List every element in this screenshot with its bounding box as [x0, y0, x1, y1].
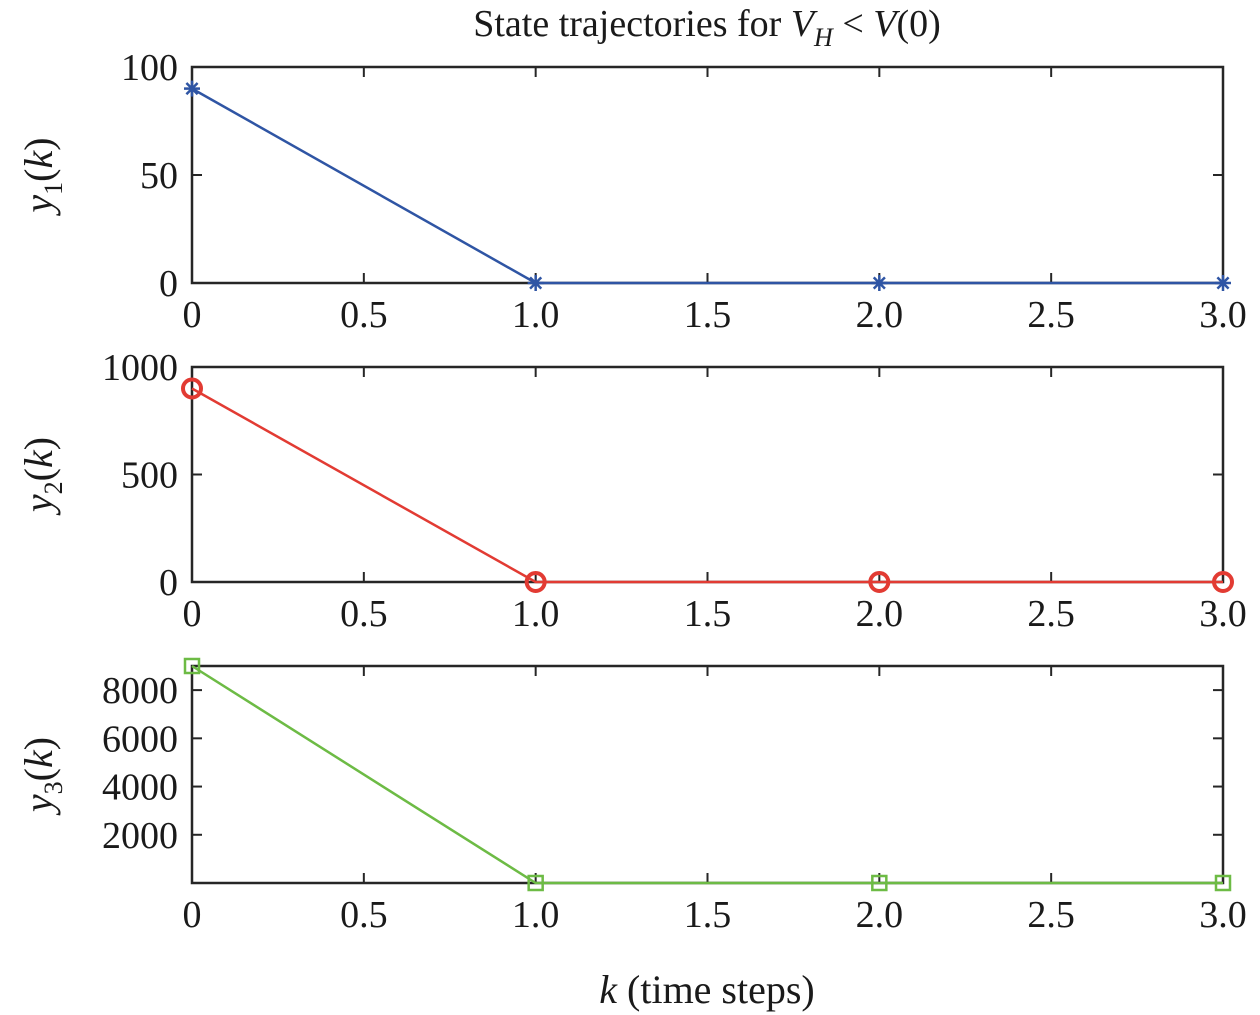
y-axis-label: y2(k)	[16, 437, 68, 516]
y-tick-label: 8000	[102, 670, 178, 712]
x-axis-label-var: k	[599, 967, 618, 1012]
title-prefix: State trajectories for	[473, 3, 791, 45]
data-point-asterisk	[184, 80, 200, 97]
y-tick-label: 0	[159, 562, 178, 604]
y-axis-label-var: y	[16, 195, 61, 217]
y-axis-label-close: )	[16, 437, 61, 450]
y-tick-label: 50	[140, 155, 178, 197]
subplot-y1: 0 0.5 1.0 1.5 2.0 2.5 3.0 0 50 100 y1(k)	[16, 47, 1247, 336]
y-axis-label-var: y	[16, 494, 61, 516]
x-tick-label: 1.0	[512, 294, 560, 336]
y-axis-label-open: (	[16, 468, 61, 481]
x-tick-label: 0.5	[340, 593, 388, 635]
y-axis-label-k: k	[16, 449, 61, 468]
subplot-y3: 0 0.5 1.0 1.5 2.0 2.5 3.0 2000 4000 6000 8000 y3(k)	[16, 657, 1247, 936]
x-tick-label: 0.5	[340, 894, 388, 936]
y-axis-label-subscript: 2	[39, 481, 68, 494]
y-axis-label-open: (	[16, 768, 61, 781]
x-tick-label: 2.5	[1027, 894, 1075, 936]
title-rhs-arg: (0)	[896, 3, 940, 45]
data-point-square	[871, 874, 888, 892]
x-tick-label: 0	[183, 294, 202, 336]
y-tick-label: 500	[121, 455, 178, 497]
x-tick-label: 1.5	[684, 894, 732, 936]
y-axis-label: y3(k)	[16, 737, 68, 816]
data-point-circle	[524, 571, 547, 593]
y-axis-label-k: k	[16, 150, 61, 169]
axes-frame	[190, 664, 1225, 885]
y-axis-label-var: y	[16, 794, 61, 816]
y-axis-label-close: )	[16, 137, 61, 150]
y-axis-label-open: (	[16, 169, 61, 182]
x-tick-label: 2.0	[856, 894, 904, 936]
x-tick-label: 2.5	[1027, 593, 1075, 635]
data-point-circle	[181, 377, 203, 400]
x-tick-label: 2.5	[1027, 294, 1075, 336]
y-tick-label: 6000	[102, 718, 178, 760]
y-tick-label: 100	[121, 47, 178, 89]
y-axis-label-k: k	[16, 749, 61, 768]
data-point-asterisk	[527, 275, 544, 291]
x-tick-label: 1.0	[512, 894, 560, 936]
data-point-asterisk	[871, 275, 888, 291]
y-axis-label: y1(k)	[16, 137, 68, 216]
x-tick-label: 1.5	[684, 294, 732, 336]
x-tick-label: 0	[183, 894, 202, 936]
x-tick-label: 0.5	[340, 294, 388, 336]
title-v: V	[791, 3, 818, 45]
data-point-circle	[868, 571, 891, 593]
x-axis-label: k (time steps)	[599, 967, 815, 1012]
y-tick-label: 4000	[102, 767, 178, 809]
data-point-circle	[1212, 571, 1234, 593]
x-tick-label: 0	[183, 593, 202, 635]
title-operator: <	[833, 3, 873, 45]
series-line	[191, 664, 1223, 885]
series-line	[191, 87, 1223, 285]
y-axis-label-close: )	[16, 737, 61, 750]
x-tick-label: 1.5	[684, 593, 732, 635]
x-tick-label: 3.0	[1199, 294, 1247, 336]
data-point-square	[1214, 874, 1232, 892]
title-rhs-v: V	[873, 3, 900, 45]
title-v-subscript: H	[813, 23, 834, 52]
y-tick-label: 1000	[102, 347, 178, 389]
x-tick-label: 2.0	[856, 294, 904, 336]
y-tick-label: 0	[159, 263, 178, 305]
data-point-square	[527, 874, 544, 892]
y-axis-label-subscript: 1	[39, 182, 68, 195]
y-tick-label: 2000	[102, 815, 178, 857]
data-point-asterisk	[1215, 275, 1231, 291]
figure-title: State trajectories for VH < V(0)	[473, 3, 941, 52]
x-tick-label: 3.0	[1199, 894, 1247, 936]
x-tick-label: 3.0	[1199, 593, 1247, 635]
data-point-square	[183, 657, 201, 675]
x-tick-label: 1.0	[512, 593, 560, 635]
subplot-y2: 0 0.5 1.0 1.5 2.0 2.5 3.0 0 500 1000 y2(k)	[16, 347, 1247, 635]
x-axis-label-text: (time steps)	[617, 967, 815, 1012]
y-axis-label-subscript: 3	[39, 781, 68, 794]
series-line	[191, 387, 1223, 584]
x-tick-label: 2.0	[856, 593, 904, 635]
